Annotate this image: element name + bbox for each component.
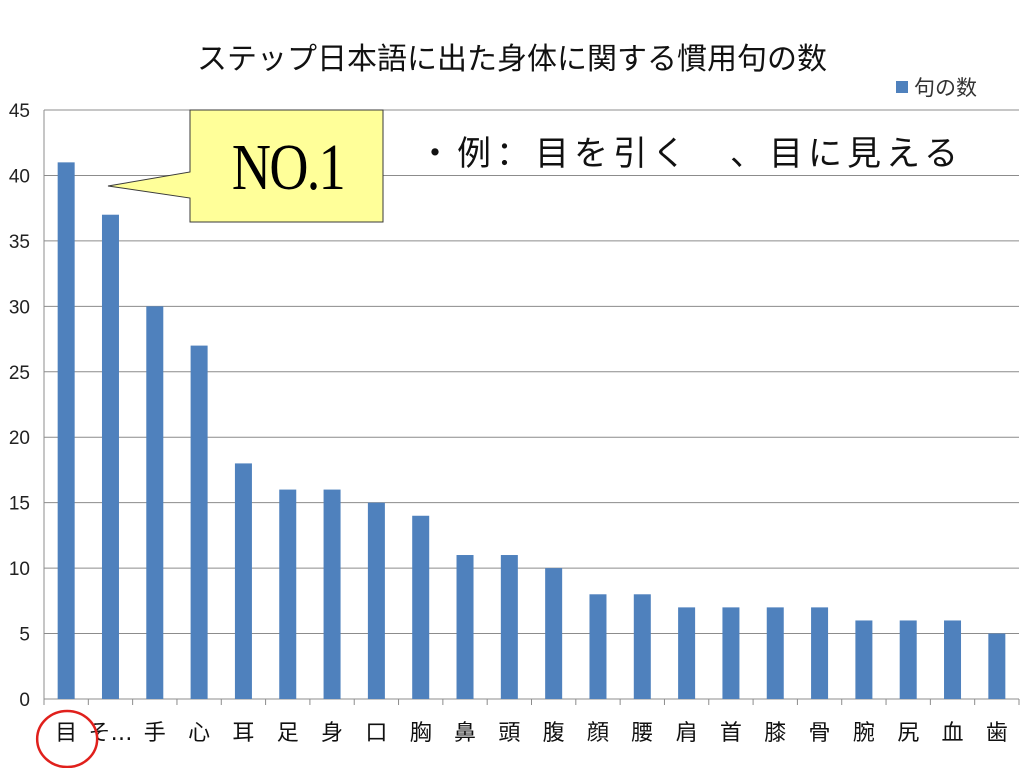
y-tick-label: 0: [19, 690, 30, 711]
bar-血: [944, 620, 962, 699]
y-tick-label: 25: [9, 363, 30, 384]
x-tick-label: 血: [942, 721, 964, 746]
x-tick-label: 耳: [232, 721, 254, 746]
callout-text: NO.1: [231, 131, 346, 204]
x-tick-label: 手: [144, 721, 166, 746]
y-tick-label: 40: [9, 166, 30, 187]
x-tick-label: 腕: [853, 721, 875, 746]
y-tick-label: 45: [9, 101, 30, 122]
example-text: ・例：目を引く 、目に見える: [418, 134, 963, 174]
bar-膝: [766, 607, 784, 699]
x-tick-label: 胸: [410, 721, 432, 746]
bar-頭: [500, 555, 518, 699]
x-tick-label: 口: [365, 721, 387, 746]
legend-label: 句の数: [914, 76, 977, 100]
legend: 句の数: [896, 72, 977, 102]
x-tick-label: 尻: [897, 721, 919, 746]
bar-耳: [234, 463, 252, 699]
x-tick-label: 首: [720, 721, 742, 746]
bar-手: [146, 306, 164, 699]
bar-顔: [589, 594, 607, 699]
bar-胸: [412, 515, 430, 699]
bar-尻: [899, 620, 917, 699]
x-tick-label: 身: [321, 721, 343, 746]
bar-身: [323, 489, 341, 699]
legend-swatch: [896, 81, 908, 93]
x-tick-label: そ…: [88, 721, 132, 746]
y-tick-label: 10: [9, 559, 30, 580]
bar-腕: [855, 620, 873, 699]
bar-首: [722, 607, 740, 699]
y-tick-label: 5: [19, 625, 30, 646]
y-tick-label: 35: [9, 232, 30, 253]
x-tick-label: 肩: [676, 721, 698, 746]
bar-歯: [988, 633, 1006, 699]
chart-title: ステップ日本語に出た身体に関する慣用句の数: [197, 42, 827, 77]
bar-肩: [678, 607, 696, 699]
bar-腹: [545, 568, 563, 699]
y-tick-label: 20: [9, 428, 30, 449]
bar-鼻: [456, 555, 474, 699]
bar-心: [190, 345, 208, 699]
x-tick-label: 膝: [764, 721, 786, 746]
bar-口: [367, 502, 385, 699]
x-tick-label: 腰: [631, 721, 653, 746]
bar-骨: [811, 607, 829, 699]
bar-足: [279, 489, 297, 699]
bar-そ…: [101, 214, 119, 699]
y-tick-label: 30: [9, 297, 30, 318]
bar-目: [57, 162, 75, 699]
x-tick-label: 目: [55, 721, 77, 746]
highlight-circle: [35, 709, 99, 768]
callout-box: [107, 109, 384, 223]
x-tick-label: 頭: [498, 721, 520, 746]
x-tick-label: 腹: [543, 721, 565, 746]
x-tick-label: 鼻: [454, 721, 476, 746]
x-tick-label: 足: [277, 721, 299, 746]
x-tick-label: 歯: [986, 721, 1008, 746]
bar-腰: [633, 594, 651, 699]
x-tick-label: 骨: [809, 721, 831, 746]
y-tick-label: 15: [9, 494, 30, 515]
x-tick-label: 心: [188, 721, 210, 746]
x-tick-label: 顔: [587, 721, 609, 746]
